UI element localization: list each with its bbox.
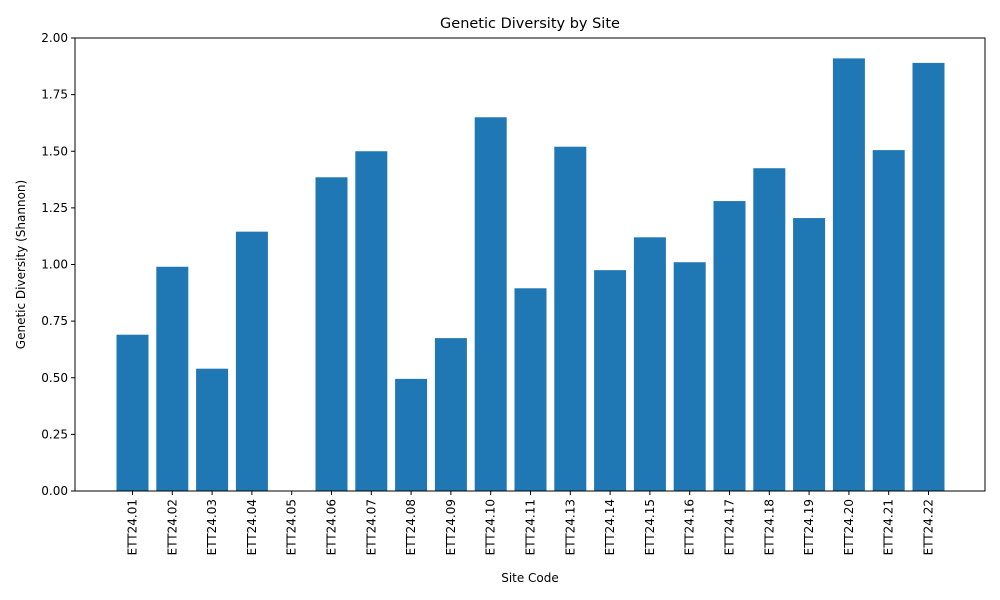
x-tick-label: ETT24.16 [683,499,697,555]
plot-frame [74,37,986,492]
bar-ETT24.04 [235,231,268,491]
y-tick-label: 0.75 [41,314,68,328]
x-tick-label: ETT24.02 [165,499,179,555]
x-tick-label: ETT24.15 [643,499,657,555]
x-axis-label: Site Code [501,571,559,585]
bar-ETT24.22 [912,62,945,491]
x-tick-label: ETT24.03 [205,499,219,555]
bar-ETT24.11 [514,288,547,491]
bar-ETT24.17 [713,201,746,491]
x-tick-label: ETT24.07 [364,499,378,555]
bar-ETT24.10 [474,117,507,492]
bar-ETT24.13 [554,146,587,491]
x-tick-label: ETT24.05 [285,499,299,555]
y-tick-label: 0.50 [41,371,68,385]
bar-ETT24.03 [196,368,229,491]
bar-ETT24.07 [355,151,388,491]
bar-ETT24.16 [673,262,706,491]
x-tick-label: ETT24.17 [723,499,737,555]
bars-group [116,58,945,492]
y-tick-label: 1.50 [41,144,68,158]
y-tick-label: 0.00 [41,484,68,498]
y-tick-label: 1.75 [41,88,68,102]
bar-ETT24.09 [434,338,467,491]
y-tick-label: 0.25 [41,427,68,441]
bar-ETT24.01 [116,334,149,491]
bar-ETT24.14 [594,270,627,491]
y-axis-label: Genetic Diversity (Shannon) [14,180,28,349]
y-tick-label: 1.00 [41,258,68,272]
y-tick-label: 1.25 [41,201,68,215]
x-tick-label: ETT24.06 [325,499,339,555]
y-tick-label: 2.00 [41,31,68,45]
bar-ETT24.02 [156,266,189,491]
x-tick-label: ETT24.01 [126,499,140,555]
x-tick-label: ETT24.13 [563,499,577,555]
x-tick-label: ETT24.20 [842,499,856,555]
x-tick-label: ETT24.19 [802,499,816,555]
bar-ETT24.19 [793,218,826,491]
x-tick-label: ETT24.14 [603,499,617,555]
y-axis: 0.00 0.25 0.50 0.75 1.00 1.25 1.50 1.75 2.00 [41,31,75,498]
bar-ETT24.06 [315,177,348,492]
x-axis: ETT24.01 ETT24.02 ETT24.03 ETT24.04 ETT24.05… [126,491,936,555]
x-tick-label: ETT24.09 [444,499,458,555]
x-tick-label: ETT24.11 [524,499,538,555]
bar-ETT24.18 [753,168,786,492]
x-tick-label: ETT24.22 [922,499,936,555]
x-tick-label: ETT24.10 [484,499,498,555]
x-tick-label: ETT24.21 [882,499,896,555]
bar-ETT24.15 [633,237,666,491]
bar-ETT24.21 [872,150,905,491]
x-tick-label: ETT24.08 [404,499,418,555]
x-tick-label: ETT24.04 [245,499,259,555]
bar-ETT24.08 [395,378,428,491]
x-tick-label: ETT24.18 [762,499,776,555]
bar-ETT24.20 [832,58,865,491]
chart-title: Genetic Diversity by Site [440,16,620,32]
